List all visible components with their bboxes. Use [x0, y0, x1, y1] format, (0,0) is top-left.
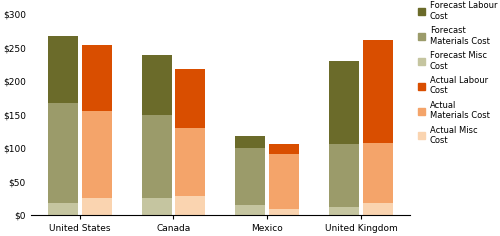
- Bar: [176, 69, 206, 127]
- Bar: [82, 45, 112, 111]
- Bar: [82, 111, 112, 198]
- Bar: [176, 196, 206, 215]
- Bar: [48, 36, 78, 103]
- Bar: [48, 103, 78, 203]
- Bar: [329, 143, 359, 207]
- Bar: [329, 207, 359, 215]
- Bar: [48, 203, 78, 215]
- Bar: [329, 61, 359, 143]
- Bar: [142, 115, 172, 198]
- Bar: [82, 198, 112, 215]
- Bar: [236, 136, 266, 148]
- Bar: [236, 205, 266, 215]
- Bar: [363, 143, 393, 203]
- Bar: [142, 198, 172, 215]
- Legend: Forecast Labour
Cost, Forecast
Materials Cost, Forecast Misc
Cost, Actual Labour: Forecast Labour Cost, Forecast Materials…: [418, 1, 497, 145]
- Bar: [363, 203, 393, 215]
- Bar: [269, 143, 299, 154]
- Bar: [269, 154, 299, 208]
- Bar: [363, 41, 393, 143]
- Bar: [236, 148, 266, 205]
- Bar: [269, 208, 299, 215]
- Bar: [176, 127, 206, 196]
- Bar: [142, 55, 172, 115]
